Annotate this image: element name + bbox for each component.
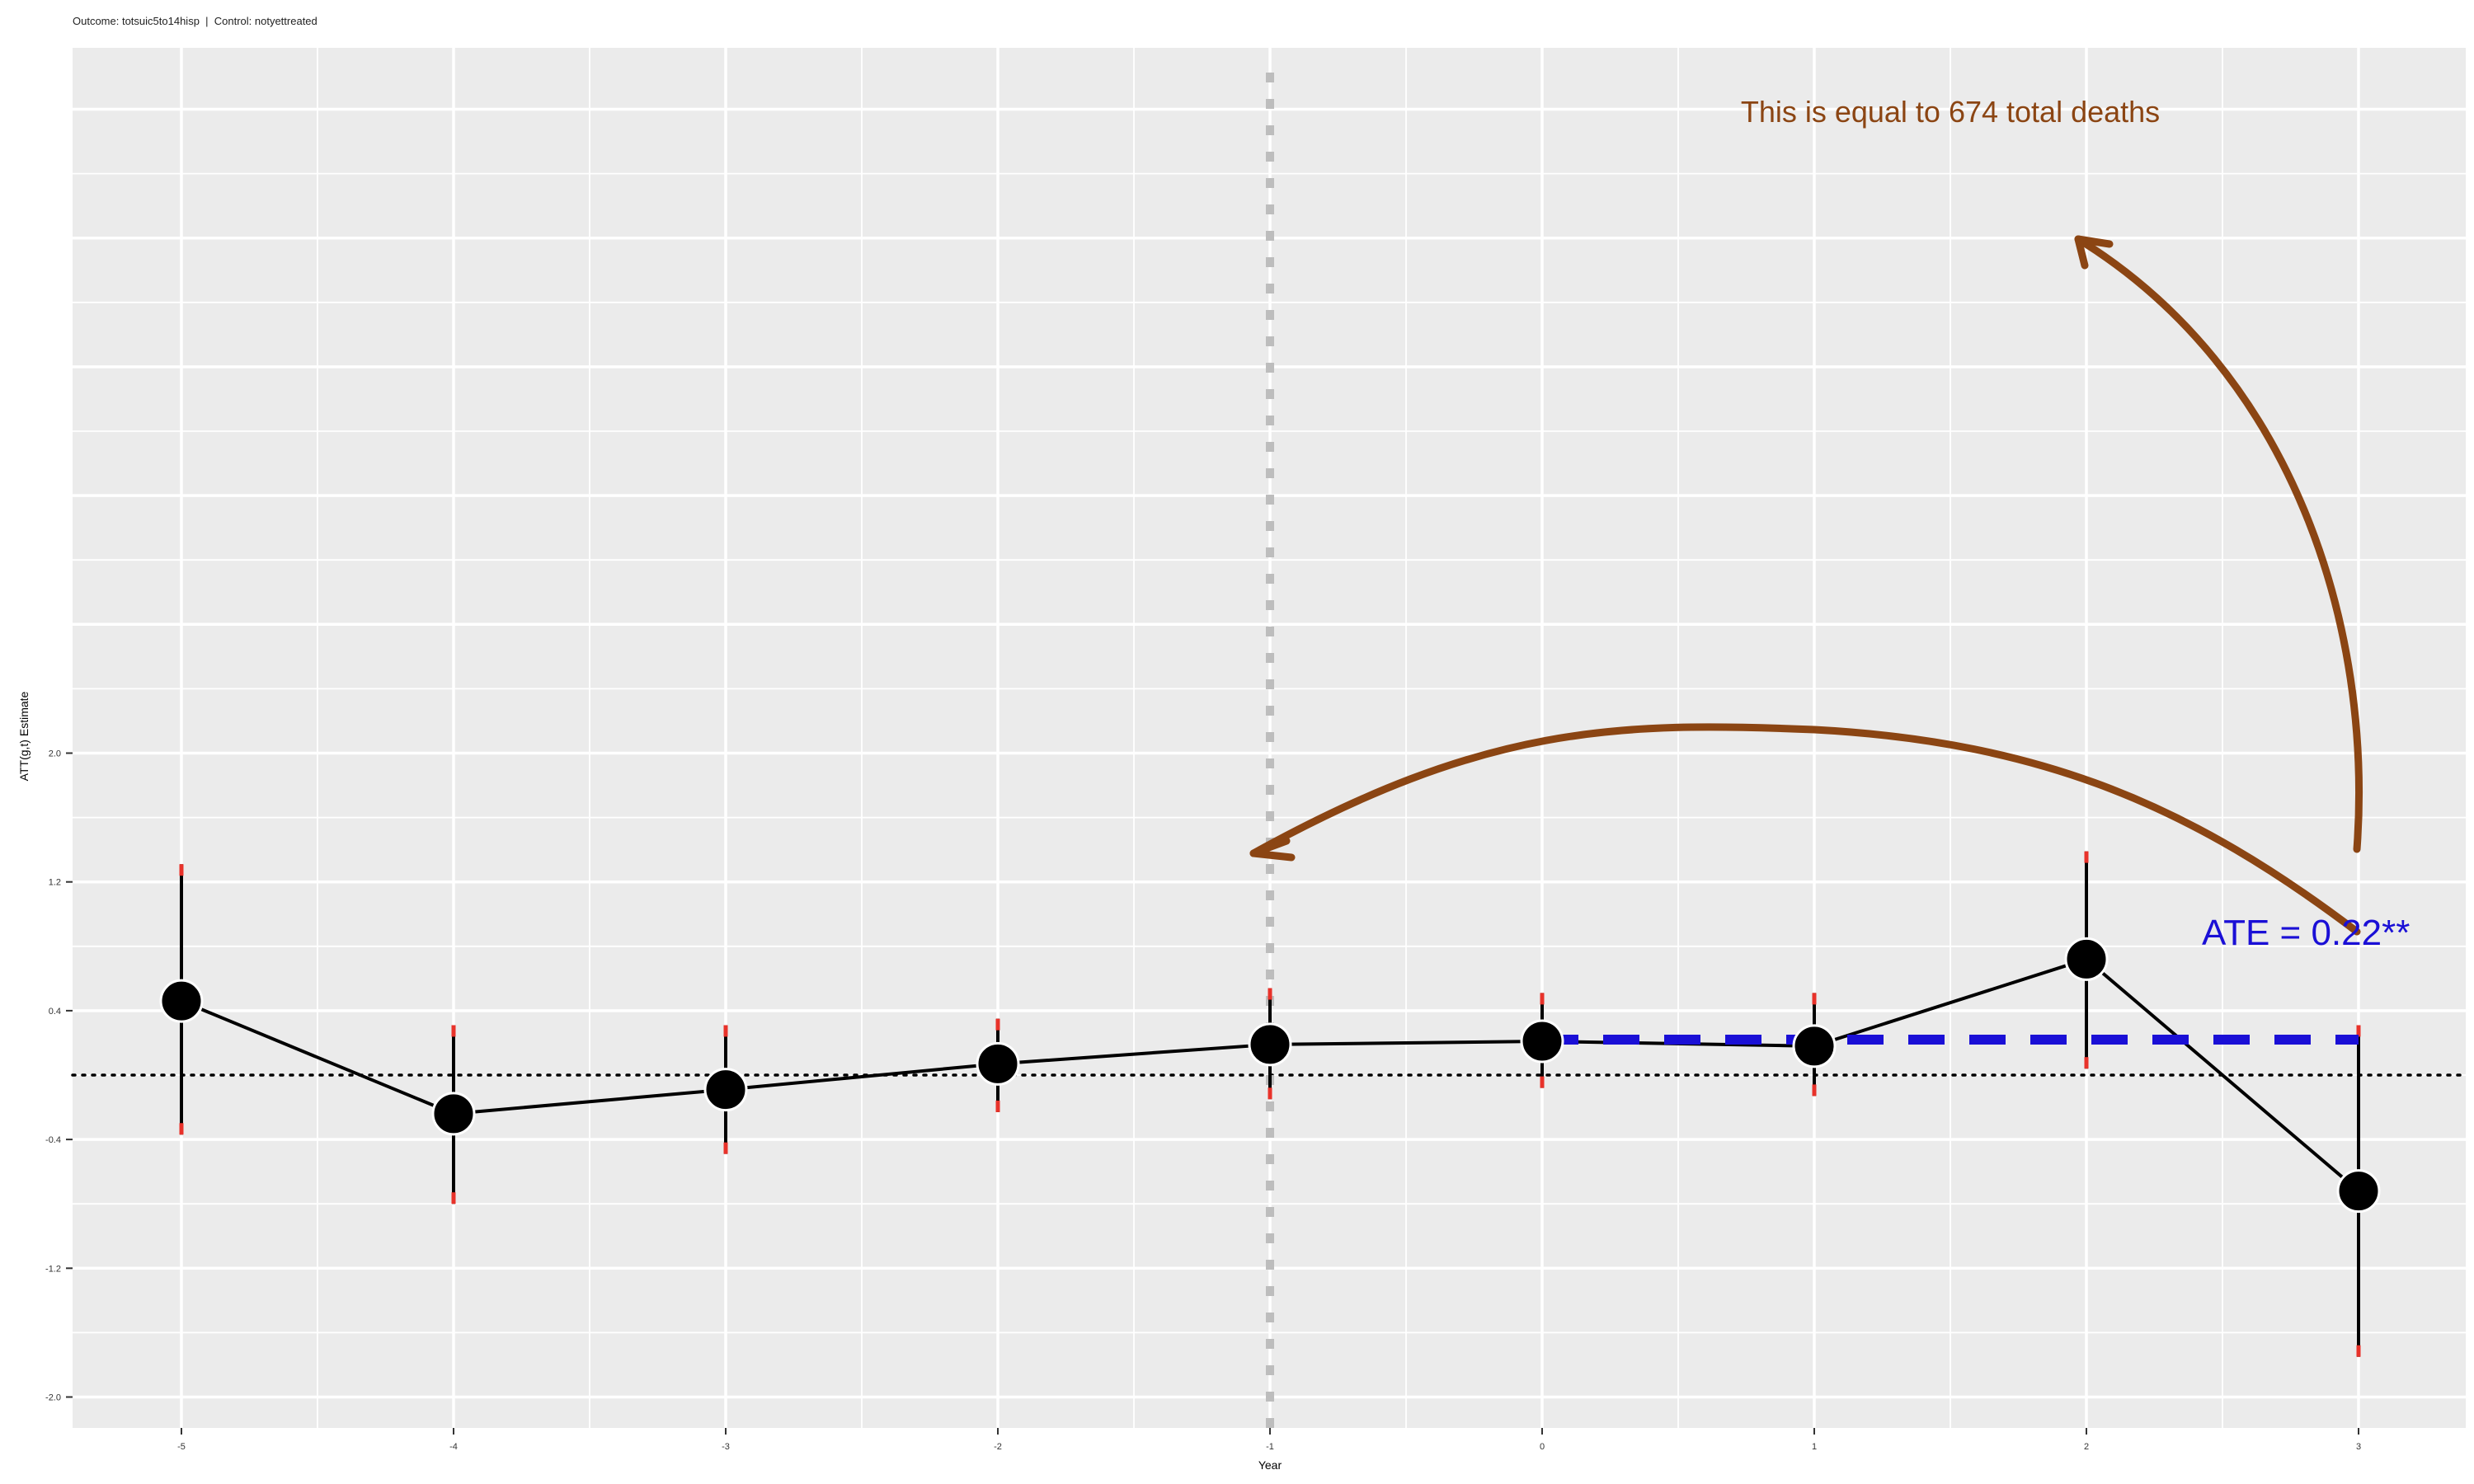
x-tick-label: -3 (722, 1442, 730, 1452)
estimate-point (1792, 1024, 1837, 1068)
x-tick-label: 1 (1812, 1442, 1817, 1452)
arrow-to-event-start (1249, 723, 2361, 936)
estimate-point (703, 1068, 748, 1112)
y-tick-label: -2.0 (45, 1393, 61, 1403)
x-tick-label: 0 (1540, 1442, 1545, 1452)
y-axis-title: ATT(g,t) Estimate (17, 691, 31, 781)
estimate-point (159, 979, 204, 1023)
estimate-points (159, 937, 2381, 1214)
estimate-point (1520, 1019, 1564, 1064)
x-tick-label: -1 (1266, 1442, 1274, 1452)
arrowhead-left (1249, 837, 1296, 862)
annotation-arrows (1249, 235, 2363, 936)
y-tick-label: -1.2 (45, 1264, 61, 1274)
x-axis-title: Year (1258, 1458, 1282, 1472)
y-tick-label: -0.4 (45, 1135, 61, 1145)
arrowhead-up (2074, 235, 2114, 270)
x-tick-label: 2 (2084, 1442, 2089, 1452)
x-tick-label: -4 (449, 1442, 458, 1452)
x-tick-label: 3 (2356, 1442, 2361, 1452)
arrow-to-deaths-text (2074, 235, 2363, 853)
y-tick-label: 2.0 (49, 749, 61, 759)
estimate-point (2336, 1169, 2381, 1214)
x-axis: -5 -4 -3 -2 -1 0 1 2 3 (177, 1428, 2361, 1452)
estimate-point (1248, 1022, 1292, 1067)
chart-subtitle: Outcome: totsuic5to14hisp | Control: not… (73, 15, 317, 27)
x-tick-label: -5 (177, 1442, 186, 1452)
y-tick-label: 0.4 (49, 1007, 61, 1017)
estimate-point (2064, 937, 2109, 981)
estimate-point (431, 1092, 476, 1136)
estimate-point (976, 1041, 1020, 1086)
y-axis: 2.0 1.2 0.4 -0.4 -1.2 -2.0 (45, 749, 73, 1403)
y-tick-label: 1.2 (49, 878, 61, 888)
x-tick-label: -2 (994, 1442, 1002, 1452)
annotation-deaths: This is equal to 674 total deaths (1741, 95, 2160, 129)
annotation-ate: ATE = 0.22** (2202, 913, 2410, 953)
